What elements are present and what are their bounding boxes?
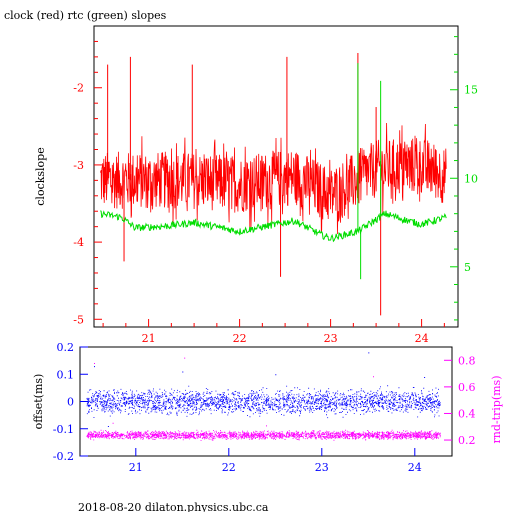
x-tick-label: 22 [233,332,247,345]
rndtrip-axis-label: rnd-trip(ms) [490,376,503,444]
offset-x-tick-label: 23 [315,461,329,474]
offset-points [86,352,441,436]
rndtrip-y-tick-label: 0.6 [458,381,476,394]
y2-tick-label: 15 [464,84,478,97]
y-tick-label: -4 [73,236,84,249]
rndtrip-y-tick-label: 0.8 [458,354,476,367]
offset-axis-label: offset(ms) [32,374,45,430]
offset-y-tick-label: 0.1 [57,368,75,381]
offset-y-tick-label: -0.1 [53,423,74,436]
offset-y-tick-label: -0.2 [53,450,74,463]
top-plot-frame [93,25,459,328]
rndtrip-y-tick-label: 0.2 [458,434,476,447]
y-axis-label: clockslope [34,147,47,205]
clock-slope-panel: -5 -4 -3 -2 5 10 15 21 22 23 24 clockslope [34,25,478,345]
rndtrip-y-tick-label: 0.4 [458,407,476,420]
x-tick-label: 23 [324,332,338,345]
chart-title: clock (red) rtc (green) slopes [4,9,167,22]
y-tick-label: -3 [73,159,84,172]
offset-y-tick-label: 0.2 [57,341,75,354]
rtc-series-line [100,210,447,243]
offset-panel: -0.2 -0.1 0 0.1 0.2 0.2 0.4 0.6 0.8 21 22 23 24 offse… [32,341,503,474]
clock-series-line [100,122,447,235]
y2-tick-label: 5 [464,261,471,274]
offset-x-tick-label: 21 [129,461,143,474]
offset-y-tick-label: 0 [67,396,74,409]
y-tick-label: -5 [73,313,84,326]
y2-tick-label: 10 [464,172,478,185]
footer-label: 2018-08-20 dilaton.physics.ubc.ca [78,501,269,512]
x-tick-label: 21 [142,332,156,345]
offset-x-tick-label: 24 [408,461,422,474]
y-tick-label: -2 [73,82,84,95]
offset-x-tick-label: 22 [222,461,236,474]
x-tick-label: 24 [415,332,429,345]
offset-dots [86,352,441,436]
